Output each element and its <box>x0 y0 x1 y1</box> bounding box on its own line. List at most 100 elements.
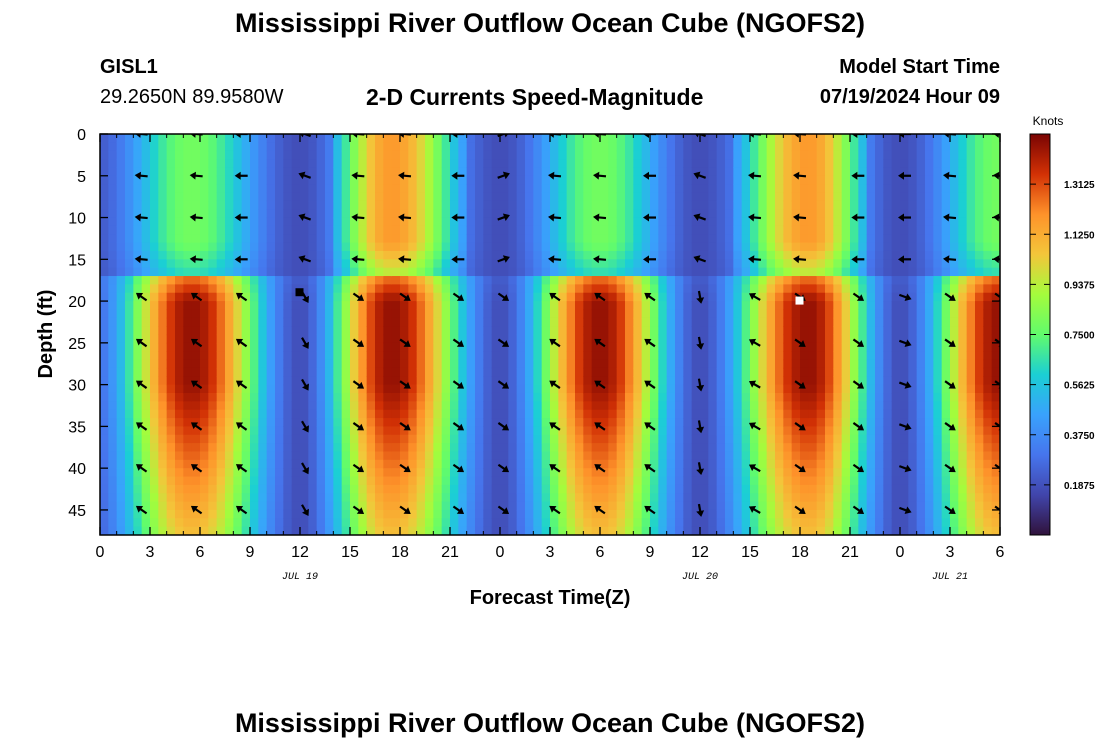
colorbar-tick-label: 0.5625 <box>1064 381 1095 392</box>
current-arrow <box>399 505 411 514</box>
model-start-label: Model Start Time <box>839 56 1000 78</box>
current-arrow <box>852 505 865 514</box>
y-tick-labels: 0 5 10 15 20 25 30 35 40 45 <box>68 127 86 520</box>
current-arrow <box>643 134 656 138</box>
current-arrow <box>351 171 365 180</box>
current-arrow <box>943 213 957 222</box>
current-arrow <box>794 380 806 389</box>
current-arrow <box>301 378 309 391</box>
current-arrow <box>593 213 607 222</box>
y-tick-label: 45 <box>68 503 86 520</box>
station-coordinates: 29.2650N 89.9580W <box>100 86 284 108</box>
current-arrow <box>135 422 148 431</box>
current-arrow <box>399 380 411 389</box>
current-arrow <box>898 339 912 347</box>
current-arrow <box>451 213 465 222</box>
current-arrow <box>593 171 607 180</box>
x-tick-label: 0 <box>896 544 905 561</box>
colorbar-tick-label: 1.1250 <box>1064 230 1095 241</box>
current-arrow <box>994 292 1000 301</box>
current-arrow <box>451 134 465 138</box>
current-arrow <box>696 290 705 304</box>
panel-title: 2-D Currents Speed-Magnitude <box>366 84 704 110</box>
current-arrow <box>134 213 148 222</box>
current-arrow <box>190 505 203 515</box>
current-arrow <box>452 463 465 473</box>
current-arrow <box>696 503 705 517</box>
current-arrow <box>794 463 806 473</box>
current-arrow <box>696 462 705 476</box>
x-tick-label: 3 <box>146 544 155 561</box>
y-tick-label: 15 <box>68 252 86 269</box>
current-arrow <box>497 292 510 301</box>
current-arrow <box>352 422 365 431</box>
current-arrow <box>594 464 606 473</box>
current-arrow <box>693 255 707 263</box>
x-tick-label: 3 <box>946 544 955 561</box>
current-arrows <box>134 134 1000 517</box>
x-tick-label: 21 <box>841 544 859 561</box>
colorbar-tick-label: 0.1875 <box>1064 481 1095 492</box>
current-arrow <box>235 292 248 302</box>
current-arrow <box>644 464 656 473</box>
date-label: JUL 20 <box>682 572 718 583</box>
current-arrow <box>748 292 761 301</box>
current-arrow <box>135 292 148 302</box>
current-arrow <box>852 380 865 389</box>
current-arrow <box>852 463 865 473</box>
current-arrow <box>898 464 912 473</box>
colorbar-tick-label: 1.3125 <box>1064 180 1095 191</box>
current-arrow <box>898 506 912 515</box>
current-arrow <box>398 213 412 222</box>
current-arrow <box>549 292 561 302</box>
current-arrow <box>548 255 562 264</box>
current-arrow <box>852 292 865 301</box>
y-tick-label: 30 <box>68 378 86 395</box>
chart-title: Mississippi River Outflow Ocean Cube (NG… <box>234 8 866 38</box>
current-arrow <box>549 505 561 515</box>
current-arrow <box>793 213 807 222</box>
current-arrow <box>352 338 365 347</box>
current-arrow <box>298 171 312 180</box>
markers <box>295 288 804 305</box>
x-tick-labels: 0 3 6 9 12 15 18 21 0 3 6 9 12 15 18 21 0 3 6 <box>96 544 1005 561</box>
current-arrow <box>135 505 148 515</box>
current-arrow <box>748 255 762 264</box>
x-axis-label: Forecast Time(Z) <box>470 587 631 609</box>
current-arrow <box>135 380 148 389</box>
current-arrow <box>298 213 312 221</box>
colorbar-tick-label: 0.9375 <box>1064 280 1095 291</box>
current-arrow <box>748 171 762 180</box>
x-tick-label: 9 <box>646 544 655 561</box>
current-arrow <box>549 338 561 348</box>
current-arrow <box>301 504 309 516</box>
colorbar-title: Knots <box>1033 114 1064 128</box>
date-label: JUL 19 <box>282 572 318 583</box>
current-arrow <box>696 420 705 434</box>
current-arrow <box>134 255 148 264</box>
current-arrow <box>644 380 656 389</box>
current-arrow <box>643 213 656 222</box>
current-arrow <box>944 463 956 473</box>
current-arrow <box>898 422 912 431</box>
current-arrow <box>234 213 248 222</box>
current-arrow <box>851 255 865 264</box>
current-arrow <box>235 380 248 389</box>
current-arrow <box>134 171 148 180</box>
current-arrow <box>693 171 707 180</box>
current-arrow <box>851 213 865 222</box>
current-arrow <box>190 422 203 431</box>
current-arrow <box>748 464 761 473</box>
y-tick-label: 25 <box>68 336 86 353</box>
current-arrow <box>451 255 465 264</box>
current-arrow <box>794 505 806 514</box>
current-arrow <box>298 255 312 263</box>
x-tick-label: 0 <box>96 544 105 561</box>
current-arrow <box>898 381 912 389</box>
heatmap-cells <box>100 134 1000 535</box>
current-arrow <box>944 505 956 514</box>
current-arrow <box>452 292 465 301</box>
current-arrow <box>944 380 956 389</box>
current-arrow <box>189 171 203 180</box>
current-arrow <box>851 134 865 138</box>
